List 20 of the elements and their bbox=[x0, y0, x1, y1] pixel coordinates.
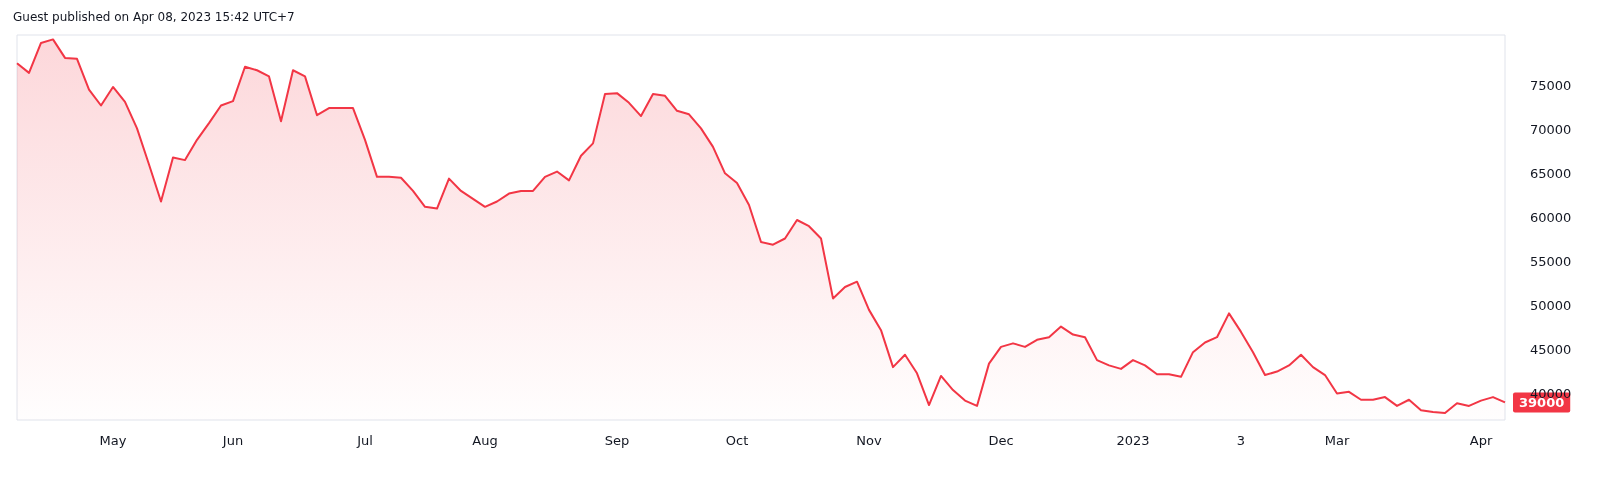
x-tick-label: 3 bbox=[1236, 433, 1246, 448]
x-tick-label: Mar bbox=[1324, 433, 1350, 448]
x-tick-label: Jul bbox=[356, 433, 373, 448]
y-tick-label: 75000 bbox=[1530, 77, 1572, 93]
y-tick-label: 60000 bbox=[1530, 209, 1572, 225]
y-tick-label: 50000 bbox=[1530, 297, 1572, 313]
x-tick-label: Apr bbox=[1469, 433, 1493, 448]
x-tick-label: Nov bbox=[856, 433, 882, 448]
y-tick-label: 65000 bbox=[1530, 165, 1572, 181]
x-tick-label: Oct bbox=[725, 433, 749, 448]
x-tick-label: 2023 bbox=[1116, 433, 1150, 448]
y-tick-label: 70000 bbox=[1530, 121, 1572, 137]
x-tick-label: Dec bbox=[988, 433, 1014, 448]
x-tick-label: Aug bbox=[472, 433, 498, 448]
chart-title: Guest published on Apr 08, 2023 15:42 UTC+7 bbox=[13, 10, 295, 24]
y-tick-label: 45000 bbox=[1530, 342, 1572, 358]
x-tick-label: Sep bbox=[604, 433, 630, 448]
x-tick-label: Jun bbox=[221, 433, 244, 448]
y-tick-label: 55000 bbox=[1530, 253, 1572, 269]
x-tick-label: May bbox=[99, 433, 127, 448]
